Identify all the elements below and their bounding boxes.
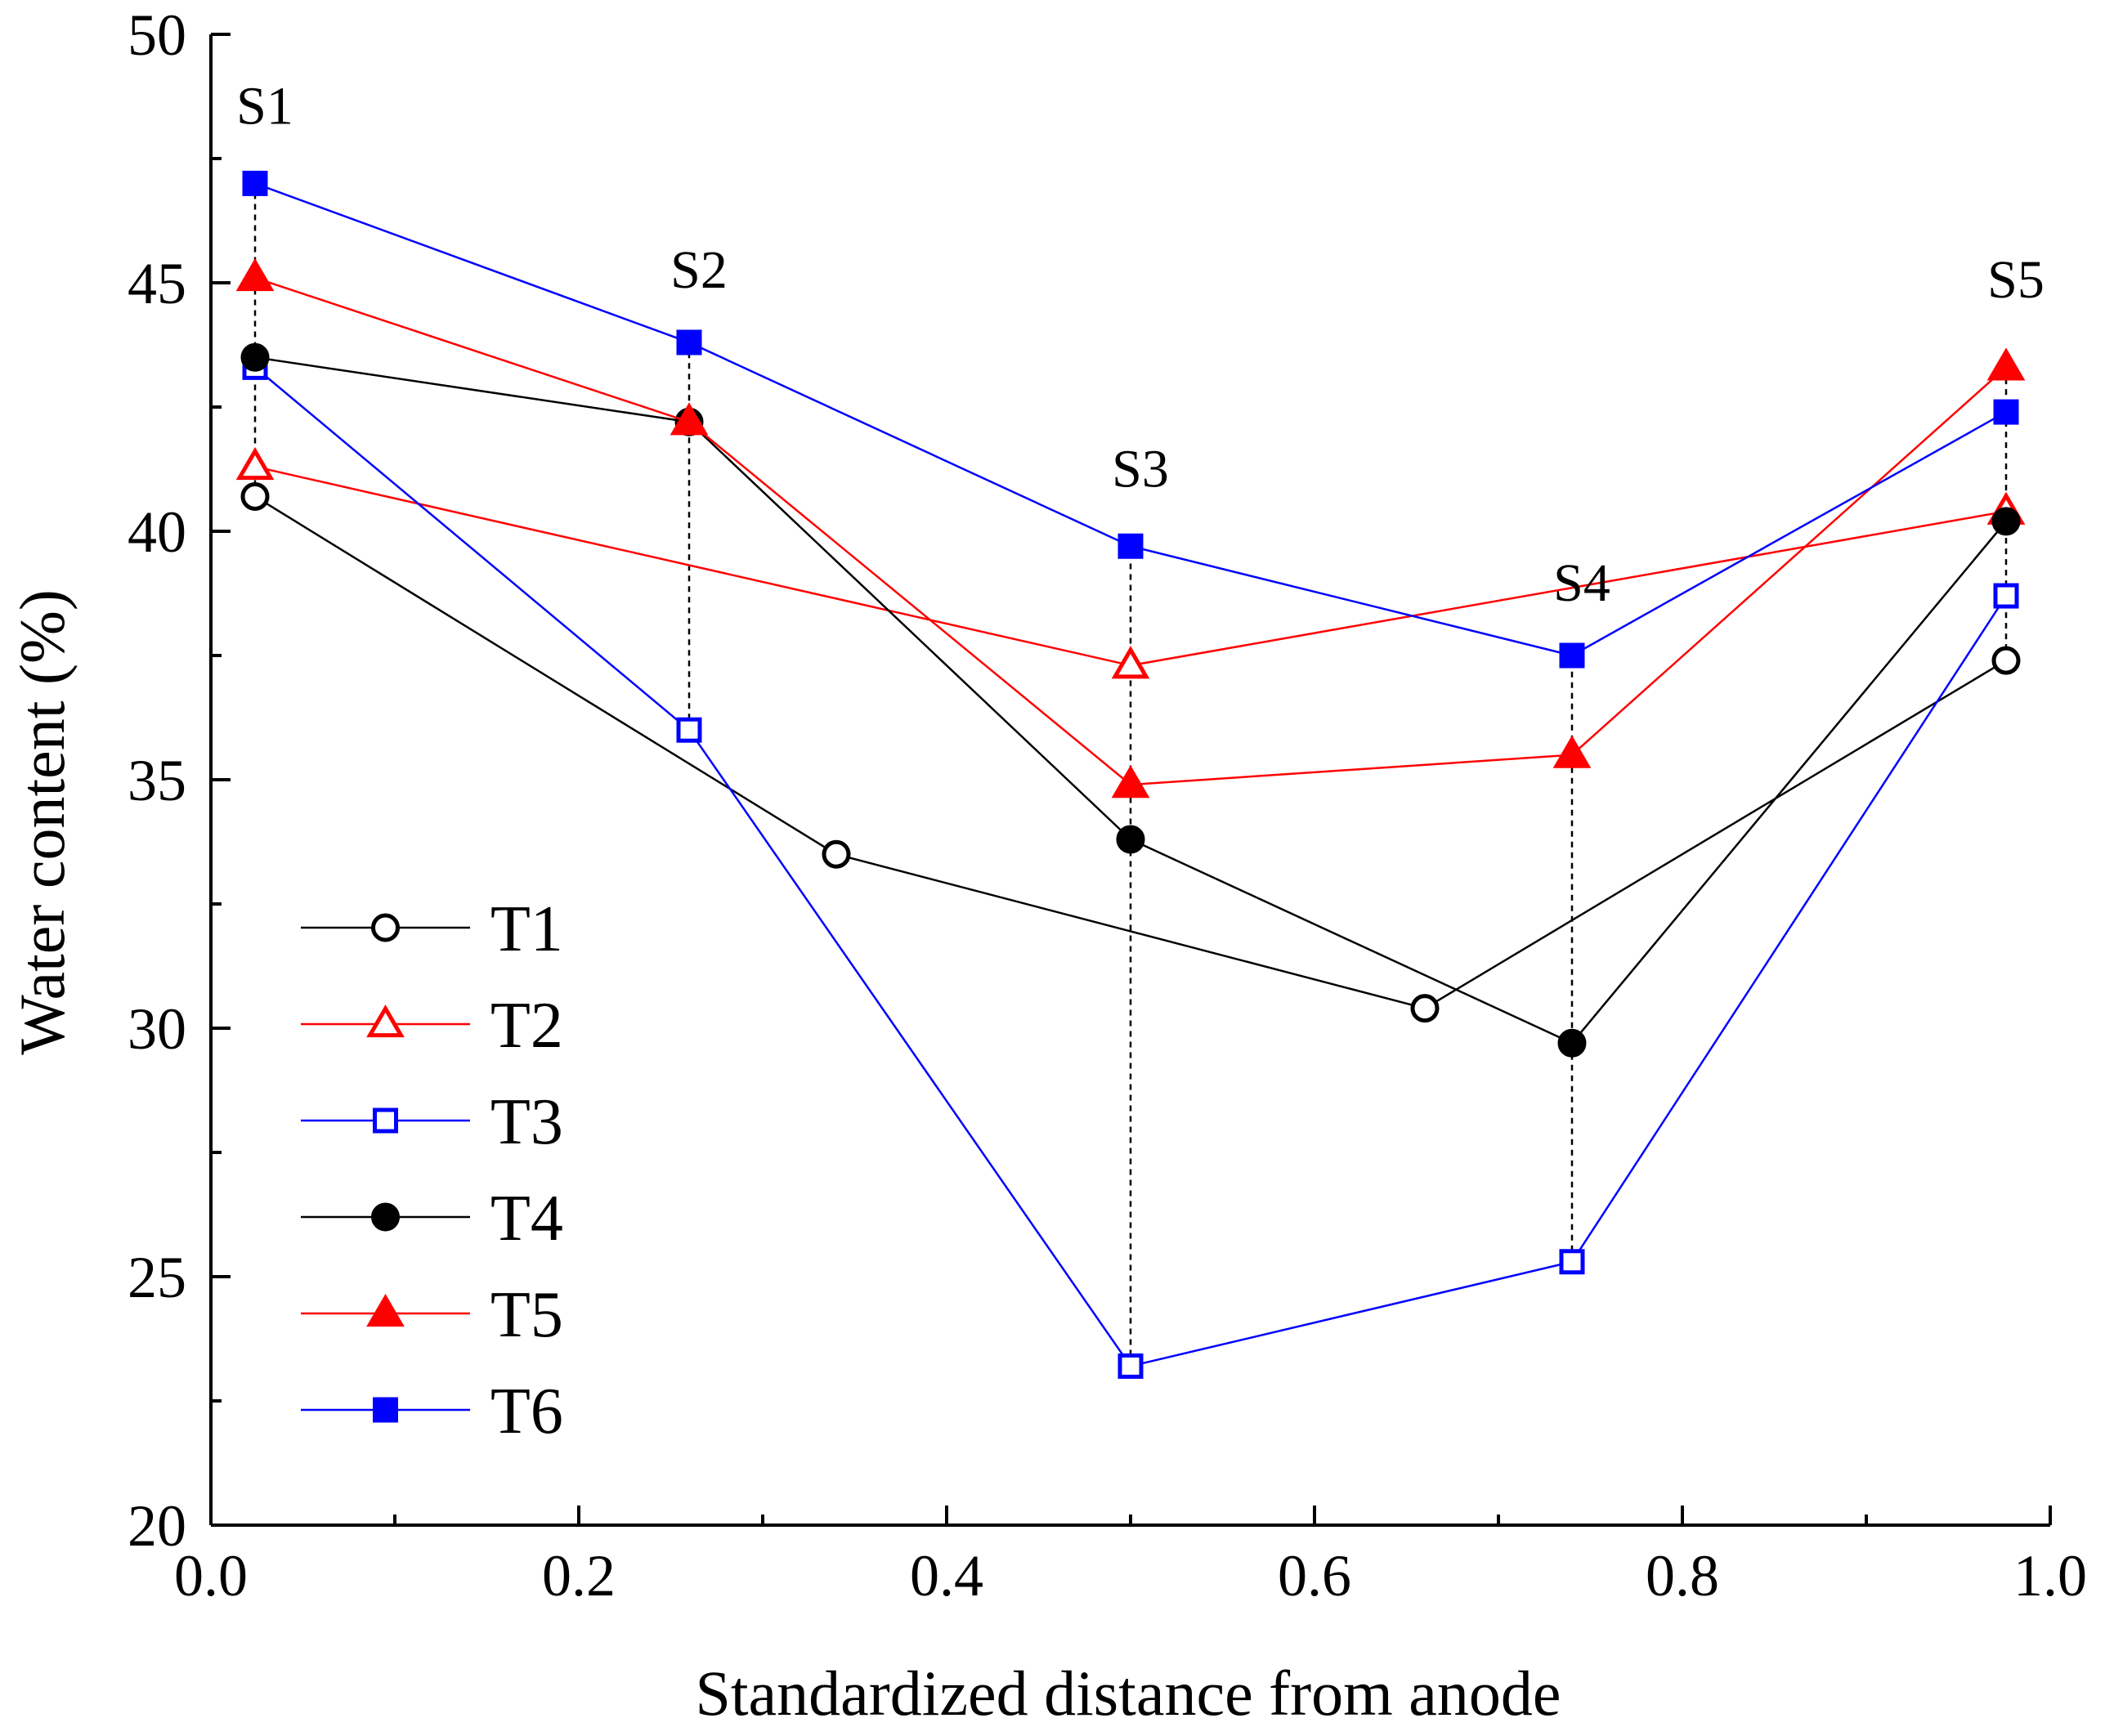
data-point-t4 bbox=[240, 342, 270, 372]
y-tick-label: 20 bbox=[128, 1493, 186, 1559]
series-t5 bbox=[235, 257, 2026, 799]
legend-label: T4 bbox=[490, 1183, 563, 1255]
legend-marker bbox=[371, 913, 400, 942]
section-labels: S1 S2 S3 S4 S5 bbox=[236, 76, 2045, 613]
y-tick-label: 25 bbox=[128, 1245, 186, 1310]
y-tick-label: 50 bbox=[128, 2, 186, 68]
legend-marker bbox=[366, 1004, 405, 1038]
data-point-t6 bbox=[1559, 642, 1585, 669]
data-point-t6 bbox=[676, 329, 702, 356]
legend-item-t3: T3 bbox=[301, 1086, 563, 1158]
data-point-t5 bbox=[1552, 735, 1592, 768]
legend-label: T2 bbox=[490, 990, 563, 1062]
legend-marker bbox=[366, 1294, 405, 1327]
series-line-t5 bbox=[254, 276, 2007, 786]
data-point-t5 bbox=[1111, 765, 1150, 799]
legend-label: T5 bbox=[490, 1279, 563, 1351]
legend: T1 T2 T3 T4 T5 T6 bbox=[301, 893, 563, 1447]
legend-marker bbox=[373, 1397, 398, 1423]
legend-item-t6: T6 bbox=[301, 1376, 563, 1447]
y-tick-label: 45 bbox=[128, 251, 186, 316]
x-tick-label: 0.0 bbox=[174, 1543, 248, 1608]
data-point-t4 bbox=[1557, 1028, 1587, 1058]
data-point-t3 bbox=[1117, 1353, 1144, 1379]
x-tick-label: 0.2 bbox=[542, 1543, 616, 1608]
legend-label: T6 bbox=[490, 1376, 563, 1447]
axes: 0.0 0.2 0.4 0.6 0.8 1.0 20 25 30 35 40 45 50 bbox=[128, 2, 2087, 1608]
data-point-t6 bbox=[1117, 533, 1144, 559]
section-label-s1: S1 bbox=[236, 76, 293, 136]
data-point-t5 bbox=[1986, 347, 2026, 381]
y-tick-label: 30 bbox=[128, 996, 186, 1062]
section-label-s3: S3 bbox=[1112, 439, 1169, 499]
series-line-t6 bbox=[254, 182, 2007, 657]
data-point-t3 bbox=[676, 717, 702, 743]
legend-item-t1: T1 bbox=[301, 893, 563, 965]
section-label-s5: S5 bbox=[1987, 250, 2045, 310]
data-point-t2 bbox=[235, 446, 275, 481]
legend-label: T3 bbox=[490, 1086, 563, 1158]
y-tick-label: 40 bbox=[128, 499, 186, 565]
data-point-t1 bbox=[822, 839, 851, 869]
data-point-t3 bbox=[1993, 583, 2019, 609]
series-layer bbox=[235, 170, 2026, 1379]
y-axis-title: Water content (%) bbox=[7, 589, 78, 1055]
data-point-t5 bbox=[235, 257, 275, 292]
data-point-t1 bbox=[1991, 646, 2021, 675]
data-point-t4 bbox=[1116, 825, 1145, 854]
legend-label: T1 bbox=[490, 893, 563, 965]
data-point-t4 bbox=[1991, 507, 2021, 536]
data-point-t2 bbox=[1111, 646, 1150, 679]
legend-item-t2: T2 bbox=[301, 990, 563, 1062]
data-point-t3 bbox=[1559, 1249, 1585, 1275]
x-tick-label: 0.6 bbox=[1278, 1543, 1351, 1608]
series-line-t1 bbox=[254, 495, 2007, 1010]
section-label-s2: S2 bbox=[670, 240, 728, 300]
data-point-t6 bbox=[242, 170, 268, 196]
data-point-t6 bbox=[1993, 399, 2019, 425]
x-tick-label: 0.8 bbox=[1646, 1543, 1719, 1608]
data-point-t1 bbox=[240, 481, 270, 511]
series-t6 bbox=[242, 170, 2019, 669]
section-label-s4: S4 bbox=[1553, 553, 1610, 613]
y-tick-label: 35 bbox=[128, 748, 186, 813]
legend-marker bbox=[373, 1107, 398, 1134]
data-point-t1 bbox=[1410, 994, 1440, 1023]
legend-item-t4: T4 bbox=[301, 1183, 563, 1255]
x-tick-label: 0.4 bbox=[910, 1543, 983, 1608]
x-tick-label: 1.0 bbox=[2013, 1543, 2087, 1608]
x-axis-title: Standardized distance from anode bbox=[695, 1658, 1561, 1729]
legend-item-t5: T5 bbox=[301, 1279, 563, 1351]
legend-marker bbox=[371, 1202, 400, 1232]
series-t1 bbox=[240, 481, 2021, 1023]
data-point-t5 bbox=[670, 402, 709, 436]
